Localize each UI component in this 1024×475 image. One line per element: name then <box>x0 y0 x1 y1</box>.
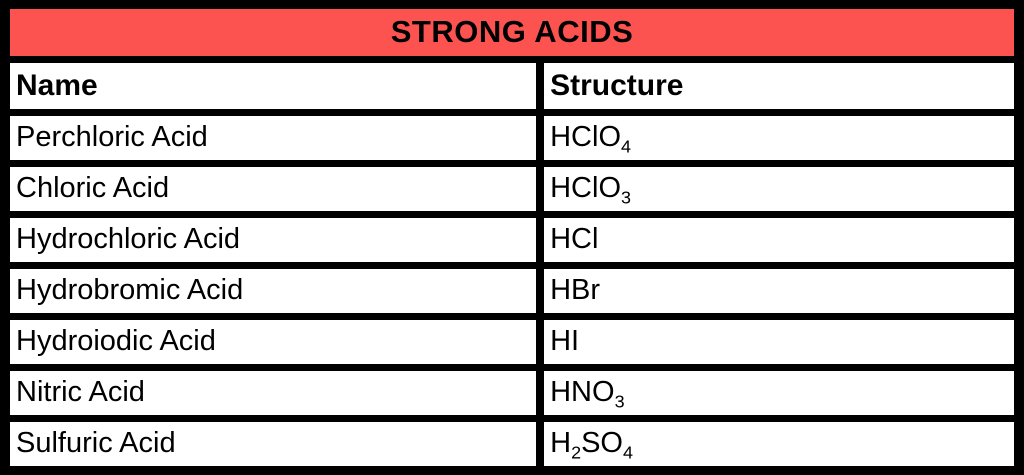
acid-structure-cell: HClO4 <box>542 113 1016 162</box>
table-row: Hydrobromic Acid HBr <box>8 266 1016 315</box>
acid-structure-cell: HBr <box>542 266 1016 315</box>
table-row: Chloric Acid HClO3 <box>8 164 1016 213</box>
column-header-structure: Structure <box>542 61 1016 111</box>
table-row: Hydroiodic Acid HI <box>8 317 1016 366</box>
column-header-row: Name Structure <box>8 61 1016 111</box>
acid-name-cell: Chloric Acid <box>8 164 539 213</box>
table-row: Nitric Acid HNO3 <box>8 368 1016 417</box>
table-row: Perchloric Acid HClO4 <box>8 113 1016 162</box>
acid-name-cell: Hydrobromic Acid <box>8 266 539 315</box>
acid-name-cell: Sulfuric Acid <box>8 419 539 468</box>
acid-structure-cell: HClO3 <box>542 164 1016 213</box>
title-row: STRONG ACIDS <box>8 7 1016 58</box>
acid-structure-cell: HI <box>542 317 1016 366</box>
acid-structure-cell: HCl <box>542 215 1016 264</box>
acid-structure-cell: HNO3 <box>542 368 1016 417</box>
acid-name-cell: Hydroiodic Acid <box>8 317 539 366</box>
acid-name-cell: Nitric Acid <box>8 368 539 417</box>
acid-name-cell: Hydrochloric Acid <box>8 215 539 264</box>
table-row: Hydrochloric Acid HCl <box>8 215 1016 264</box>
table-row: Sulfuric Acid H2SO4 <box>8 419 1016 468</box>
table-title: STRONG ACIDS <box>8 7 1016 58</box>
acid-name-cell: Perchloric Acid <box>8 113 539 162</box>
column-header-name: Name <box>8 61 539 111</box>
acid-structure-cell: H2SO4 <box>542 419 1016 468</box>
